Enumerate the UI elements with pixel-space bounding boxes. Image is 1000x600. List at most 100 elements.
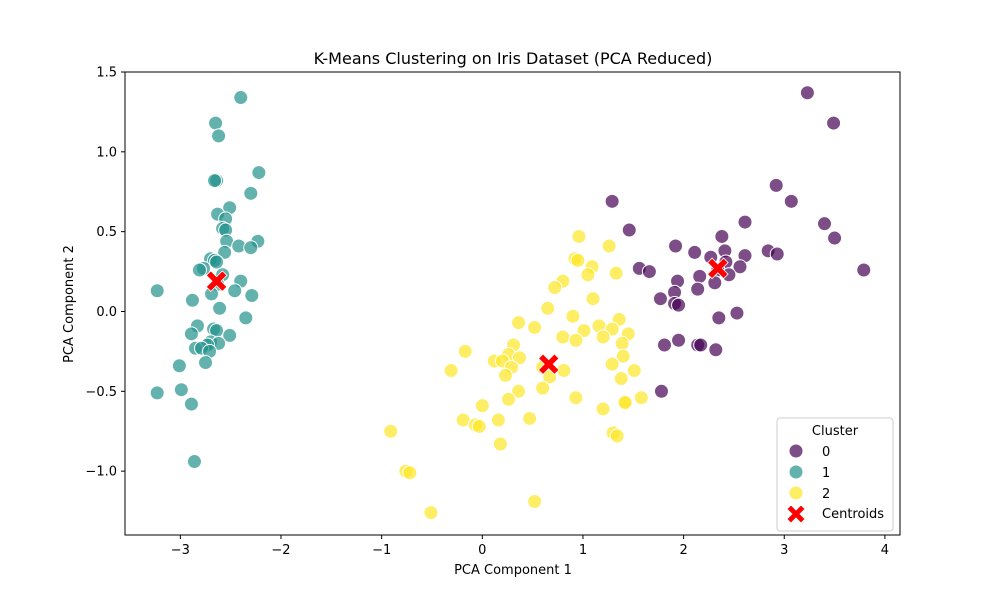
legend-box bbox=[776, 417, 894, 532]
data-point-cluster-2 bbox=[497, 367, 513, 383]
data-point-cluster-1 bbox=[233, 90, 249, 106]
data-point-cluster-0 bbox=[708, 342, 724, 358]
data-point-cluster-0 bbox=[799, 85, 815, 101]
data-point-cluster-0 bbox=[656, 337, 672, 353]
x-tick-label: 4 bbox=[881, 543, 889, 558]
data-point-cluster-2 bbox=[474, 398, 490, 414]
data-point-cluster-1 bbox=[208, 115, 224, 131]
chart-title: K-Means Clustering on Iris Dataset (PCA … bbox=[314, 49, 713, 68]
data-point-cluster-0 bbox=[641, 264, 657, 280]
x-tick-label: 1 bbox=[579, 543, 587, 558]
data-point-cluster-0 bbox=[737, 214, 753, 230]
data-point-cluster-2 bbox=[492, 436, 508, 452]
y-axis-title: PCA Component 2 bbox=[62, 245, 77, 363]
data-point-cluster-2 bbox=[571, 228, 587, 244]
data-point-cluster-2 bbox=[511, 383, 527, 399]
legend-title: Cluster bbox=[812, 424, 859, 439]
data-point-cluster-0 bbox=[690, 281, 706, 297]
legend-label-cluster-2: 2 bbox=[822, 487, 830, 502]
data-point-cluster-0 bbox=[687, 244, 703, 260]
data-point-cluster-0 bbox=[653, 383, 669, 399]
data-point-cluster-0 bbox=[769, 246, 785, 262]
data-point-cluster-1 bbox=[149, 283, 165, 299]
data-point-cluster-1 bbox=[183, 326, 199, 342]
data-point-cluster-1 bbox=[212, 300, 228, 316]
x-axis-title: PCA Component 1 bbox=[454, 563, 572, 578]
legend: Cluster 0 1 2 Centroids bbox=[776, 417, 894, 532]
data-point-cluster-0 bbox=[711, 310, 727, 326]
data-point-cluster-2 bbox=[490, 412, 506, 428]
data-point-cluster-1 bbox=[227, 283, 243, 299]
data-point-cluster-1 bbox=[209, 254, 225, 270]
data-point-cluster-2 bbox=[595, 329, 611, 345]
data-point-cluster-2 bbox=[568, 332, 584, 348]
data-point-cluster-2 bbox=[443, 363, 459, 379]
data-point-cluster-2 bbox=[500, 391, 516, 407]
data-point-cluster-1 bbox=[238, 310, 254, 326]
data-point-cluster-1 bbox=[251, 165, 267, 181]
centroid-marker bbox=[537, 353, 560, 375]
legend-label-cluster-0: 0 bbox=[822, 445, 830, 460]
data-point-cluster-1 bbox=[207, 173, 223, 189]
data-point-cluster-1 bbox=[243, 185, 259, 201]
data-point-cluster-2 bbox=[614, 335, 630, 351]
legend-label-centroids: Centroids bbox=[822, 507, 884, 522]
data-point-cluster-2 bbox=[457, 343, 473, 359]
data-point-cluster-1 bbox=[173, 382, 189, 398]
data-point-cluster-2 bbox=[556, 363, 572, 379]
x-tick-label: −3 bbox=[171, 543, 190, 558]
data-point-cluster-0 bbox=[671, 297, 687, 313]
y-tick-label: 1.0 bbox=[96, 145, 117, 160]
data-point-cluster-0 bbox=[817, 216, 833, 232]
data-point-cluster-1 bbox=[217, 244, 233, 260]
data-point-cluster-2 bbox=[423, 505, 439, 521]
data-point-cluster-1 bbox=[198, 355, 214, 371]
data-point-cluster-0 bbox=[729, 305, 745, 321]
data-point-cluster-1 bbox=[149, 385, 165, 401]
legend-marker-cluster-2 bbox=[788, 485, 804, 501]
points-layer bbox=[149, 85, 872, 521]
data-point-cluster-2 bbox=[576, 323, 592, 339]
data-point-cluster-2 bbox=[511, 315, 527, 331]
y-axis-ticks: −1.0 −0.5 0.0 0.5 1.0 1.5 bbox=[85, 66, 125, 480]
data-point-cluster-2 bbox=[608, 265, 624, 281]
legend-label-cluster-1: 1 bbox=[822, 466, 830, 481]
data-point-cluster-2 bbox=[512, 350, 528, 366]
x-tick-label: 3 bbox=[780, 543, 788, 558]
data-point-cluster-2 bbox=[471, 418, 487, 434]
data-point-cluster-2 bbox=[535, 380, 551, 396]
data-point-cluster-1 bbox=[191, 262, 207, 278]
data-point-cluster-2 bbox=[580, 267, 596, 283]
x-tick-label: 0 bbox=[478, 543, 486, 558]
y-tick-label: 0.0 bbox=[96, 305, 117, 320]
y-tick-label: 1.5 bbox=[96, 66, 117, 81]
data-point-cluster-2 bbox=[527, 493, 543, 509]
data-point-cluster-0 bbox=[827, 230, 843, 246]
data-point-cluster-0 bbox=[652, 291, 668, 307]
data-point-cluster-0 bbox=[856, 262, 872, 278]
data-point-cluster-2 bbox=[615, 348, 631, 364]
data-point-cluster-2 bbox=[585, 291, 601, 307]
data-point-cluster-2 bbox=[568, 390, 584, 406]
data-point-cluster-1 bbox=[171, 358, 187, 374]
x-tick-label: 2 bbox=[679, 543, 687, 558]
data-point-cluster-2 bbox=[522, 410, 538, 426]
y-tick-label: 0.5 bbox=[96, 225, 117, 240]
data-point-cluster-1 bbox=[244, 288, 260, 304]
data-point-cluster-2 bbox=[626, 363, 642, 379]
centroid-marker bbox=[707, 257, 729, 280]
data-point-cluster-0 bbox=[768, 177, 784, 193]
data-point-cluster-2 bbox=[402, 465, 418, 481]
data-point-cluster-2 bbox=[555, 329, 571, 345]
data-point-cluster-2 bbox=[547, 280, 563, 296]
data-point-cluster-2 bbox=[595, 401, 611, 417]
data-point-cluster-0 bbox=[668, 238, 684, 254]
data-point-cluster-2 bbox=[604, 356, 620, 372]
data-point-cluster-2 bbox=[613, 371, 629, 387]
y-tick-label: −0.5 bbox=[85, 385, 117, 400]
data-point-cluster-2 bbox=[617, 394, 633, 410]
data-point-cluster-2 bbox=[527, 319, 543, 335]
data-point-cluster-1 bbox=[186, 454, 202, 470]
data-point-cluster-1 bbox=[183, 396, 199, 412]
